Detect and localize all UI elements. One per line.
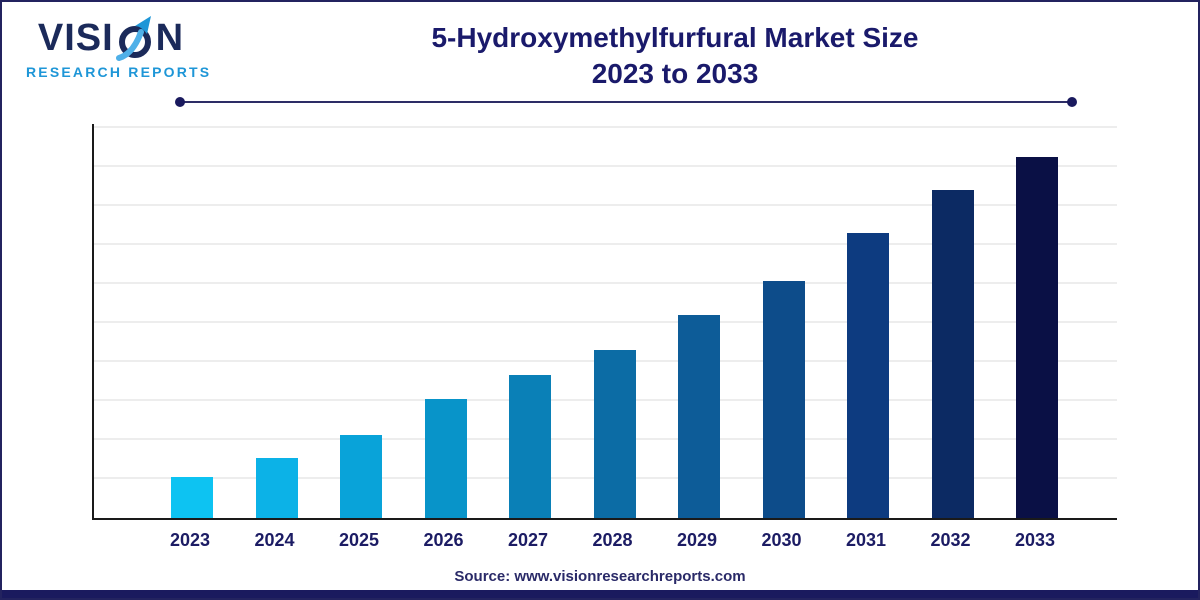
x-axis-labels: 2023 2024 2025 2026 2027 2028 2029 2030 2031 2032… (92, 530, 1117, 556)
x-tick-label-2027: 2027 (507, 530, 549, 550)
page-title-line1: 5-Hydroxymethylfurfural Market Size (431, 22, 919, 53)
gridline (94, 243, 1117, 245)
bar-2026 (424, 399, 467, 518)
bar-2029 (678, 315, 720, 518)
bar-2025 (340, 435, 382, 518)
page-title-line2: 2023 to 2033 (591, 58, 759, 89)
bar-2028 (593, 350, 636, 518)
vision-research-reports-logo: VISI N RESEARCH REPORTS (26, 14, 212, 80)
separator-right-dot-icon (1067, 97, 1077, 107)
separator-left-dot-icon (175, 97, 185, 107)
logo-wordmark: VISI N (26, 14, 196, 62)
logo-text-post: N (155, 17, 185, 59)
arrow-swoosh-o-icon (115, 14, 155, 62)
x-tick-label-2026: 2026 (423, 530, 464, 550)
x-tick-label-2025: 2025 (338, 530, 380, 550)
x-tick-label-2030: 2030 (761, 530, 802, 550)
bar-2030 (762, 281, 805, 518)
gridline (94, 321, 1117, 323)
bar-2033 (1016, 157, 1058, 518)
gridline (94, 126, 1117, 128)
bar-2027 (509, 375, 551, 518)
x-tick-label-2031: 2031 (845, 530, 887, 550)
bottom-accent-bar (2, 590, 1198, 598)
chart-header: 5-Hydroxymethylfurfural Market Size 2023… (182, 20, 1168, 92)
gridline (94, 165, 1117, 167)
x-tick-label-2033: 2033 (1014, 530, 1056, 550)
x-tick-label-2032: 2032 (930, 530, 971, 550)
bar-2023 (171, 477, 213, 518)
logo-subtitle: RESEARCH REPORTS (26, 64, 212, 80)
gridline (94, 204, 1117, 206)
x-tick-label-2028: 2028 (592, 530, 633, 550)
source-text: Source: www.visionresearchreports.com (454, 568, 746, 585)
x-tick-label-2023: 2023 (169, 530, 211, 550)
title-separator-line (175, 97, 1077, 107)
bar-2024 (255, 458, 298, 518)
gridline (94, 282, 1117, 284)
x-tick-label-2024: 2024 (254, 530, 295, 550)
bar-2031 (847, 233, 889, 518)
x-tick-label-2029: 2029 (676, 530, 718, 550)
bar-2032 (931, 190, 974, 518)
bar-chart-plot-area (92, 124, 1117, 520)
logo-text-pre: VISI (37, 17, 114, 59)
